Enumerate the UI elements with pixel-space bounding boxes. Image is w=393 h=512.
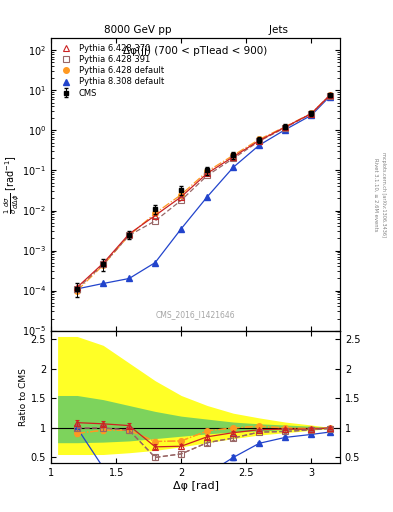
Pythia 6.428 default	[153, 210, 158, 217]
Pythia 6.428 370	[101, 260, 105, 266]
Pythia 6.428 391	[205, 173, 209, 179]
Pythia 6.428 391	[257, 138, 262, 144]
Pythia 6.428 391	[75, 286, 79, 292]
Pythia 6.428 370	[127, 231, 132, 237]
Pythia 8.308 default	[231, 164, 236, 170]
Pythia 6.428 391	[327, 93, 332, 99]
Pythia 6.428 370	[327, 92, 332, 98]
Pythia 6.428 default	[257, 136, 262, 142]
Text: mcplots.cern.ch [arXiv:1306.3436]: mcplots.cern.ch [arXiv:1306.3436]	[381, 152, 386, 237]
Pythia 6.428 370	[231, 154, 236, 160]
Pythia 8.308 default	[127, 275, 132, 282]
Pythia 8.308 default	[205, 194, 209, 200]
Pythia 8.308 default	[309, 112, 314, 118]
Pythia 6.428 370	[257, 138, 262, 144]
Pythia 6.428 default	[205, 168, 209, 175]
Pythia 6.428 391	[283, 124, 288, 131]
Line: Pythia 6.428 370: Pythia 6.428 370	[74, 93, 332, 290]
Pythia 6.428 default	[327, 92, 332, 98]
Pythia 8.308 default	[257, 142, 262, 148]
Pythia 6.428 370	[309, 111, 314, 117]
Pythia 8.308 default	[283, 126, 288, 133]
Pythia 6.428 391	[127, 232, 132, 239]
Title: 8000 GeV pp                              Jets: 8000 GeV pp Jets	[103, 25, 288, 35]
Pythia 8.308 default	[101, 281, 105, 287]
Pythia 6.428 default	[101, 262, 105, 268]
Pythia 6.428 default	[309, 110, 314, 116]
Pythia 6.428 370	[179, 194, 184, 200]
Pythia 6.428 391	[231, 155, 236, 161]
Pythia 8.308 default	[327, 94, 332, 100]
Pythia 6.428 391	[101, 261, 105, 267]
X-axis label: Δφ [rad]: Δφ [rad]	[173, 481, 219, 491]
Text: CMS_2016_I1421646: CMS_2016_I1421646	[156, 310, 235, 319]
Pythia 6.428 default	[75, 287, 79, 293]
Y-axis label: $\frac{1}{\sigma}\frac{d\sigma}{d\Delta\phi}$ [rad$^{-1}$]: $\frac{1}{\sigma}\frac{d\sigma}{d\Delta\…	[2, 155, 21, 214]
Pythia 6.428 370	[283, 124, 288, 130]
Pythia 6.428 default	[231, 152, 236, 158]
Pythia 6.428 default	[127, 232, 132, 239]
Text: Rivet 3.1.10, ≥ 2.6M events: Rivet 3.1.10, ≥ 2.6M events	[373, 158, 378, 231]
Pythia 6.428 391	[153, 218, 158, 224]
Line: Pythia 6.428 391: Pythia 6.428 391	[74, 93, 332, 292]
Text: Δφ(jj) (700 < pTlead < 900): Δφ(jj) (700 < pTlead < 900)	[123, 46, 268, 56]
Y-axis label: Ratio to CMS: Ratio to CMS	[19, 368, 28, 426]
Pythia 6.428 370	[75, 284, 79, 290]
Line: Pythia 8.308 default: Pythia 8.308 default	[74, 94, 332, 292]
Pythia 6.428 370	[153, 212, 158, 219]
Legend: Pythia 6.428 370, Pythia 6.428 391, Pythia 6.428 default, Pythia 8.308 default, : Pythia 6.428 370, Pythia 6.428 391, Pyth…	[55, 42, 165, 99]
Pythia 8.308 default	[179, 226, 184, 232]
Pythia 6.428 391	[179, 197, 184, 203]
Pythia 8.308 default	[75, 286, 79, 292]
Pythia 6.428 default	[283, 123, 288, 130]
Pythia 6.428 391	[309, 111, 314, 117]
Pythia 6.428 370	[205, 170, 209, 177]
Line: Pythia 6.428 default: Pythia 6.428 default	[74, 93, 332, 293]
Pythia 8.308 default	[153, 260, 158, 266]
Pythia 6.428 default	[179, 191, 184, 198]
